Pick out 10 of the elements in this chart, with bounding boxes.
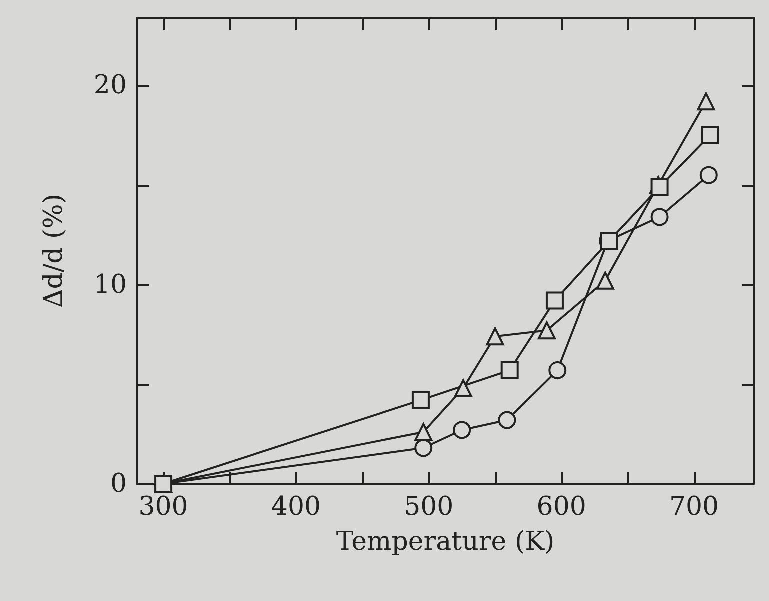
y-tick-label: 10 <box>94 270 127 300</box>
x-tick-label: 300 <box>138 492 188 522</box>
y-tick-label: 0 <box>110 469 127 499</box>
x-tick-label: 400 <box>271 492 322 522</box>
x-tick-label: 600 <box>536 492 586 522</box>
y-axis-title: Δd/d (%) <box>39 194 69 308</box>
y-tick-label: 20 <box>94 70 127 101</box>
x-tick-label: 700 <box>669 492 720 522</box>
x-tick-label: 500 <box>404 492 454 522</box>
x-axis-title: Temperature (K) <box>336 527 555 557</box>
